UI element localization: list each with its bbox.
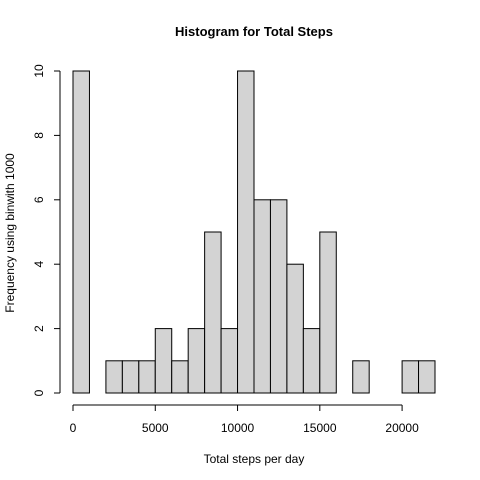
x-tick-label: 0 <box>70 421 77 435</box>
x-tick-label: 20000 <box>385 421 419 435</box>
y-tick-label: 10 <box>32 64 46 78</box>
histogram-bar <box>319 231 337 394</box>
histogram-bar <box>72 70 90 394</box>
x-tick-label: 10000 <box>221 421 255 435</box>
histogram-bar <box>302 328 321 394</box>
bars-group <box>72 70 436 394</box>
histogram-bar <box>154 328 173 394</box>
y-tick-label: 0 <box>32 389 46 396</box>
x-axis: 0 5000 10000 15000 20000 <box>70 404 419 435</box>
histogram-bar <box>418 360 436 394</box>
histogram-bar <box>138 360 156 394</box>
histogram-bar <box>237 70 255 394</box>
x-axis-label: Total steps per day <box>204 452 305 466</box>
histogram-bar <box>121 360 140 394</box>
y-tick-label: 6 <box>32 196 46 203</box>
histogram-bar <box>253 199 271 394</box>
histogram-bar <box>187 328 206 394</box>
chart-title: Histogram for Total Steps <box>175 24 333 39</box>
histogram-bar <box>171 360 189 394</box>
y-axis: 0 2 4 6 8 10 <box>32 64 61 396</box>
histogram-bar <box>352 360 370 394</box>
y-tick-label: 4 <box>32 261 46 268</box>
y-axis-label: Frequency using binwith 1000 <box>3 153 17 313</box>
histogram-bar <box>286 263 304 394</box>
histogram-bar <box>401 360 420 394</box>
x-tick-label: 5000 <box>142 421 169 435</box>
histogram-bar <box>204 231 222 394</box>
histogram-bar <box>269 199 288 394</box>
histogram-bar <box>220 328 239 394</box>
x-tick-label: 15000 <box>303 421 337 435</box>
y-tick-label: 2 <box>32 325 46 332</box>
y-tick-label: 8 <box>32 132 46 139</box>
histogram-bar <box>105 360 123 394</box>
